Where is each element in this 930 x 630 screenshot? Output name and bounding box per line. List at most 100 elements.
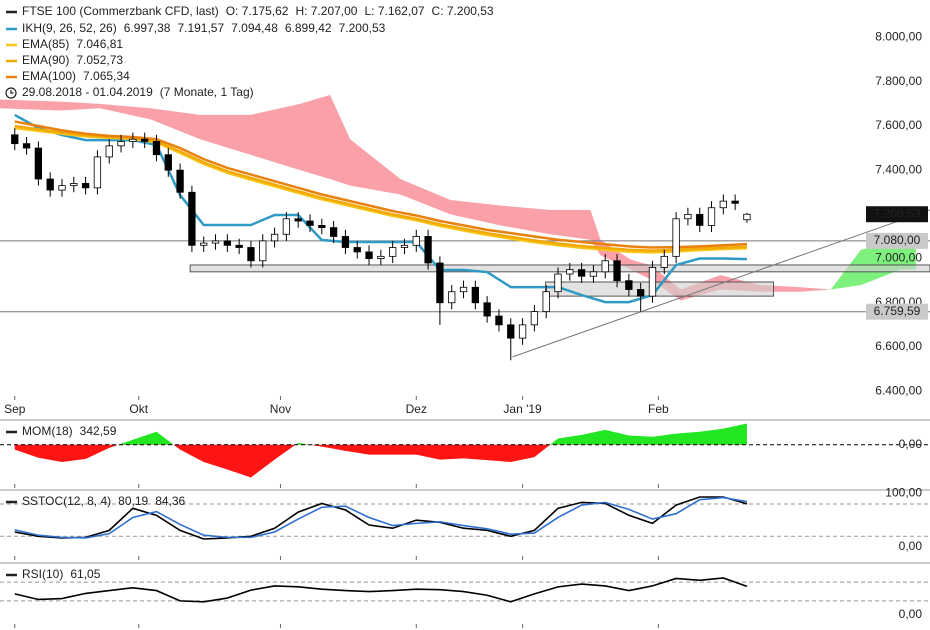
candle-body	[672, 218, 680, 257]
candle-body	[530, 311, 539, 326]
ohlc-label: H: 7.207,00	[295, 4, 357, 18]
legend-value: 84,36	[155, 494, 185, 508]
legend-name: SSTOC(12, 8, 4)	[22, 494, 111, 508]
candle-body	[282, 218, 291, 235]
ichimoku-cloud	[0, 95, 831, 301]
level-label-box	[866, 232, 928, 249]
candle-body	[200, 242, 208, 246]
candle-body	[459, 286, 468, 293]
candle-body	[495, 315, 503, 326]
x-tick-label: Dez	[406, 402, 427, 416]
candle-body	[117, 141, 125, 147]
legend-name: RSI(10)	[22, 567, 63, 581]
candle-body	[577, 269, 586, 277]
level-label-box	[866, 303, 928, 320]
candle-body	[389, 247, 397, 257]
ohlc-label: C: 7.200,53	[432, 4, 494, 18]
legend-value: 342,59	[80, 424, 117, 438]
candle-body	[353, 247, 361, 253]
y-tick-label: 6.400,00	[875, 383, 922, 397]
candle-body	[637, 289, 645, 297]
candle-body	[105, 145, 113, 158]
candle-body	[613, 260, 621, 282]
clock-icon	[5, 87, 17, 99]
y-tick-label: 0,00	[899, 437, 923, 451]
candle-body	[365, 251, 373, 259]
candle-body	[412, 236, 420, 246]
legend-value: 7.191,57	[177, 21, 224, 35]
candle-body	[684, 213, 692, 220]
candle-body	[436, 262, 444, 304]
candle-body	[743, 213, 751, 221]
x-tick-label: Okt	[129, 402, 148, 416]
candle-body	[152, 141, 161, 156]
legend-title: FTSE 100 (Commerzbank CFD, last)	[22, 4, 219, 18]
legend-value: 7.200,53	[339, 21, 386, 35]
legend-value: 80,19	[118, 494, 148, 508]
candle-body	[129, 138, 137, 142]
indicator-line	[14, 496, 748, 540]
legend-name: IKH(9, 26, 52, 26)	[22, 21, 117, 35]
candle-body	[377, 255, 385, 259]
candle-body	[341, 236, 350, 248]
y-tick-label: 7.400,00	[875, 162, 922, 176]
legend-name: EMA(100)	[22, 69, 76, 83]
candle-body	[294, 218, 302, 222]
candle-body	[660, 255, 668, 268]
x-tick-label: Jan '19	[503, 402, 542, 416]
candle-body	[306, 220, 314, 226]
trend-line	[512, 209, 930, 358]
candle-body	[554, 273, 562, 293]
legend-value: 6.997,38	[124, 21, 171, 35]
candle-body	[58, 185, 66, 191]
indicator-line	[14, 577, 748, 603]
candle-body	[601, 260, 609, 273]
candle-body	[719, 200, 727, 209]
clock-face	[5, 87, 17, 99]
y-tick-label: 100,00	[885, 485, 922, 499]
candle-body	[70, 183, 78, 187]
candle-body	[11, 134, 19, 145]
legend-name: MOM(18)	[22, 424, 73, 438]
x-tick-label: Nov	[270, 402, 291, 416]
candle-body	[211, 240, 220, 244]
candle-body	[625, 280, 633, 290]
candle-body	[731, 200, 739, 204]
indicator-line	[14, 124, 747, 252]
y-tick-label: 0,00	[899, 539, 923, 553]
y-tick-label: 7.800,00	[875, 74, 922, 88]
indicator-line	[14, 120, 748, 249]
candle-body	[448, 291, 456, 304]
legend-name: EMA(90)	[22, 53, 69, 67]
legend-value: 7.065,34	[83, 69, 130, 83]
candle-body	[270, 233, 279, 242]
candle-body	[507, 324, 515, 339]
level-label: 7.080,00	[874, 233, 921, 247]
momentum-area	[14, 423, 747, 478]
candle-body	[329, 227, 338, 237]
candle-body	[696, 213, 704, 226]
ohlc-label: L: 7.162,07	[364, 4, 424, 18]
legend-value: 7.046,81	[76, 37, 123, 51]
period-range: 29.08.2018 - 01.04.2019	[22, 85, 153, 99]
candle-body	[424, 236, 432, 264]
candle-body	[22, 143, 31, 149]
last-price-box	[866, 206, 928, 223]
candle-body	[648, 267, 657, 297]
y-tick-label: 0,00	[899, 607, 923, 621]
candle-body	[235, 244, 243, 248]
candle-body	[400, 244, 409, 248]
period-note: (7 Monate, 1 Tag)	[160, 85, 254, 99]
candle-body	[707, 207, 716, 226]
ichimoku-cloud	[830, 237, 916, 290]
candle-body	[483, 302, 491, 317]
candle-body	[589, 271, 598, 277]
candle-body	[34, 147, 43, 180]
candle-body	[93, 156, 102, 189]
candle-body	[188, 191, 196, 246]
legend-value: 61,05	[70, 567, 100, 581]
candle-body	[566, 269, 574, 275]
y-tick-label: 6.600,00	[875, 339, 922, 353]
legend-value: 7.052,73	[76, 53, 123, 67]
